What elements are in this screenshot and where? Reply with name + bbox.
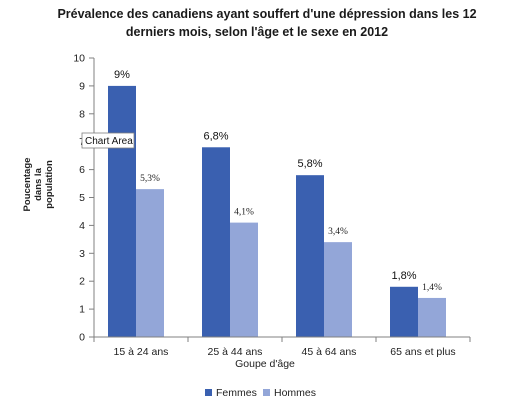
bar-hommes-3[interactable] — [324, 242, 352, 337]
legend-swatch-femmes — [205, 389, 212, 396]
chart-title: Prévalence des canadiens ayant souffert … — [57, 7, 476, 39]
y-tick-label: 2 — [79, 276, 85, 288]
legend-label-femmes[interactable]: Femmes — [216, 387, 257, 399]
bar-data-label: 9% — [114, 69, 130, 81]
legend-swatch-hommes — [263, 389, 270, 396]
y-tick-label: 10 — [73, 53, 85, 65]
tooltip-text: Chart Area — [85, 136, 133, 147]
axes — [93, 58, 471, 342]
y-tick-label: 3 — [79, 248, 85, 260]
bar-data-labels: 9% 5,3% 6,8% 4,1% 5,8% 3,4% 1,8% 1,4% — [114, 69, 442, 293]
bar-femmes-2[interactable] — [202, 147, 230, 337]
legend[interactable]: Femmes Hommes — [205, 387, 316, 399]
y-axis-title-line: Poucentage — [22, 158, 33, 212]
x-category-label: 15 à 24 ans — [114, 346, 169, 358]
x-axis-title: Goupe d'âge — [235, 358, 295, 370]
legend-label-hommes[interactable]: Hommes — [274, 387, 316, 399]
bar-data-label: 1,4% — [422, 283, 442, 293]
y-tick-label: 8 — [79, 108, 85, 120]
y-tick-label: 4 — [79, 220, 85, 232]
x-category-label: 65 ans et plus — [390, 346, 455, 358]
x-category-label: 25 à 44 ans — [208, 346, 263, 358]
bar-data-label: 5,8% — [297, 158, 322, 170]
x-category-label: 45 à 64 ans — [302, 346, 357, 358]
bar-data-label: 6,8% — [203, 130, 228, 142]
bar-femmes-4[interactable] — [390, 286, 418, 337]
y-tick-label: 1 — [79, 304, 85, 316]
y-axis-title-line: population — [44, 160, 55, 209]
bar-data-label: 3,4% — [328, 227, 348, 237]
bar-hommes-2[interactable] — [230, 222, 258, 337]
y-axis-title-line: dans la — [33, 167, 44, 200]
bar-data-label: 4,1% — [234, 208, 254, 218]
bar-femmes-1[interactable] — [108, 85, 136, 338]
y-tick-label: 9 — [79, 80, 85, 92]
bars[interactable] — [108, 85, 446, 338]
bar-data-label: 1,8% — [391, 270, 416, 282]
y-axis-title: Poucentage dans la population — [22, 158, 55, 212]
bar-hommes-1[interactable] — [136, 189, 164, 337]
y-tick-label: 6 — [79, 164, 85, 176]
bar-femmes-3[interactable] — [296, 175, 324, 337]
x-axis-categories: 15 à 24 ans 25 à 44 ans 45 à 64 ans 65 ans … — [114, 346, 456, 358]
y-axis-ticks: 012345678910 — [73, 53, 94, 344]
y-tick-label: 5 — [79, 192, 85, 204]
chart-title-line-2: derniers mois, selon l'âge et le sexe en… — [126, 25, 388, 39]
y-tick-label: 0 — [79, 332, 85, 344]
bar-hommes-4[interactable] — [418, 297, 446, 337]
chart-title-line-1: Prévalence des canadiens ayant souffert … — [57, 7, 476, 21]
tooltip-box — [81, 132, 135, 149]
chart-area-tooltip: Chart Area — [81, 132, 135, 149]
bar-data-label: 5,3% — [140, 174, 160, 184]
